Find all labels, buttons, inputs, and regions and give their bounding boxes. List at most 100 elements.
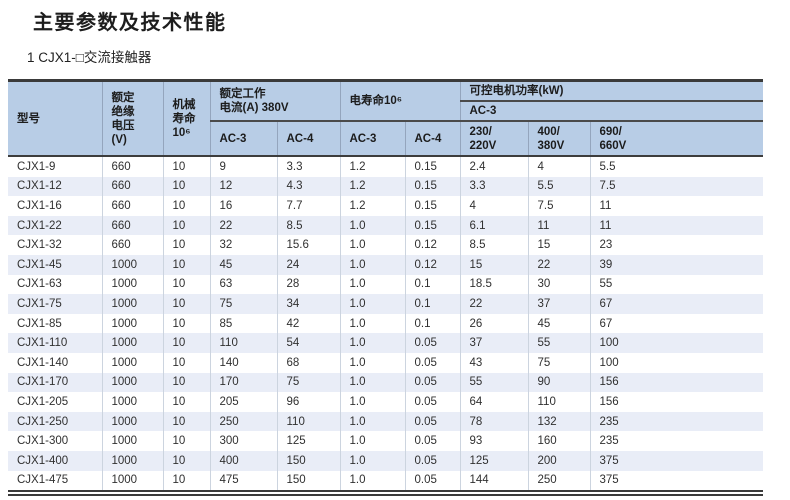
header-rated-current-ac3: AC-3: [210, 121, 278, 157]
table-row: CJX1-9 660 10 9 3.3 1.2 0.15 2.4 4 5.5: [8, 156, 763, 177]
table-cell: 156: [599, 376, 619, 389]
table-row: CJX1-75 1000 10 75 34 1.0 0.1 22 37 67: [8, 294, 763, 314]
table-cell: 10: [163, 470, 211, 493]
table-cell: 375: [599, 454, 619, 467]
table-cell: 205: [210, 392, 278, 412]
table-cell: 0.1: [405, 274, 461, 295]
table-row: CJX1-32 660 10 32 15.6 1.0 0.12 8.5 15 23: [8, 235, 763, 255]
table-cell: 1000: [102, 294, 164, 314]
table-cell: 1.0: [340, 254, 406, 275]
table-cell: 23: [599, 239, 613, 252]
table-cell: 0.12: [405, 235, 461, 255]
table-cell: 45: [528, 313, 591, 334]
table-cell: CJX1-12: [8, 176, 103, 197]
table-cell: 125: [460, 450, 529, 471]
table-cell: 10: [163, 274, 211, 295]
table-cell: 132: [528, 411, 591, 432]
table-cell: 1.0: [340, 352, 406, 373]
table-cell: 475: [210, 470, 278, 493]
table-cell: 1000: [102, 450, 164, 471]
table-cell: 10: [163, 235, 211, 255]
table-cell: 7.5: [599, 180, 616, 193]
table-cell: 0.05: [405, 372, 461, 393]
table-cell: 10: [163, 411, 211, 432]
table-cell: 1000: [102, 254, 164, 275]
table-cell: 375: [590, 470, 763, 493]
table-cell: 39: [599, 258, 613, 271]
table-cell: 22: [460, 294, 529, 314]
table-cell: 150: [277, 450, 341, 471]
table-cell: 12: [210, 176, 278, 197]
table-row: CJX1-170 1000 10 170 75 1.0 0.05 55 90 156: [8, 372, 763, 393]
table-cell: 54: [277, 333, 341, 353]
table-cell: 15: [528, 235, 591, 255]
table-cell: 0.15: [405, 176, 461, 197]
table-cell: 93: [460, 431, 529, 451]
table-cell: 55: [528, 333, 591, 353]
table-cell: 0.1: [405, 294, 461, 314]
header-electrical-life-group: 电寿命10⁶: [340, 80, 461, 122]
table-cell: 10: [163, 333, 211, 353]
table-cell: 10: [163, 313, 211, 334]
table-cell: 1000: [102, 352, 164, 373]
table-cell: 1.2: [340, 176, 406, 197]
table-cell: 30: [528, 274, 591, 295]
table-cell: 16: [210, 196, 278, 216]
table-cell: 18.5: [460, 274, 529, 295]
table-row: CJX1-85 1000 10 85 42 1.0 0.1 26 45 67: [8, 313, 763, 334]
table-cell: 1.2: [340, 156, 406, 177]
table-cell: 10: [163, 254, 211, 275]
table-cell: 26: [460, 313, 529, 334]
header-rated-current-ac4: AC-4: [277, 121, 341, 157]
table-cell: 150: [277, 470, 341, 493]
table-cell: 1.0: [340, 431, 406, 451]
table-cell: 1.0: [340, 235, 406, 255]
header-motor-power-group: 可控电机功率(kW): [460, 80, 763, 102]
table-cell: 0.15: [405, 196, 461, 216]
table-cell: 0.1: [405, 313, 461, 334]
table-cell: 8.5: [277, 215, 341, 236]
table-cell: CJX1-75: [8, 294, 103, 314]
table-cell: 3.3: [460, 176, 529, 197]
table-cell: 100: [599, 356, 619, 369]
table-bottom-double-rule: [8, 494, 763, 496]
table-cell: 7.5: [528, 196, 591, 216]
table-cell: 37: [528, 294, 591, 314]
table-cell: 22: [528, 254, 591, 275]
table-cell: 11: [528, 215, 591, 236]
table-cell: 1.0: [340, 392, 406, 412]
table-cell: 235: [599, 435, 619, 448]
table-cell: 125: [277, 431, 341, 451]
table-cell: 1000: [102, 470, 164, 493]
table-cell: 10: [163, 215, 211, 236]
table-cell: 75: [528, 352, 591, 373]
table-cell: 96: [277, 392, 341, 412]
table-cell: 1.0: [340, 294, 406, 314]
table-cell: 7.7: [277, 196, 341, 216]
table-cell: 250: [210, 411, 278, 432]
table-cell: 15.6: [277, 235, 341, 255]
table-cell: CJX1-475: [8, 470, 103, 493]
table-cell: 0.05: [405, 431, 461, 451]
table-cell: 250: [528, 470, 591, 493]
spec-table: 型号 额定 绝缘 电压 (V) 机械 寿命 10⁶ 额定工作 电流(A) 380…: [8, 79, 763, 493]
table-cell: 170: [210, 372, 278, 393]
table-cell: 110: [277, 411, 341, 432]
table-cell: 660: [102, 215, 164, 236]
table-cell: CJX1-85: [8, 313, 103, 334]
header-rated-current-group: 额定工作 电流(A) 380V: [210, 80, 341, 122]
table-cell: 90: [528, 372, 591, 393]
table-cell: 10: [163, 196, 211, 216]
table-cell: 75: [210, 294, 278, 314]
table-cell: 4.3: [277, 176, 341, 197]
table-cell: 100: [599, 337, 619, 350]
table-cell: 10: [163, 372, 211, 393]
table-cell: 22: [210, 215, 278, 236]
table-cell: 156: [599, 395, 619, 408]
table-cell: 15: [460, 254, 529, 275]
table-cell: 5.5: [528, 176, 591, 197]
table-cell: 28: [277, 274, 341, 295]
table-cell: 1.0: [340, 215, 406, 236]
table-row: CJX1-400 1000 10 400 150 1.0 0.05 125 200 375: [8, 450, 763, 471]
section-subtitle: 1 CJX1-□交流接触器: [27, 50, 152, 65]
